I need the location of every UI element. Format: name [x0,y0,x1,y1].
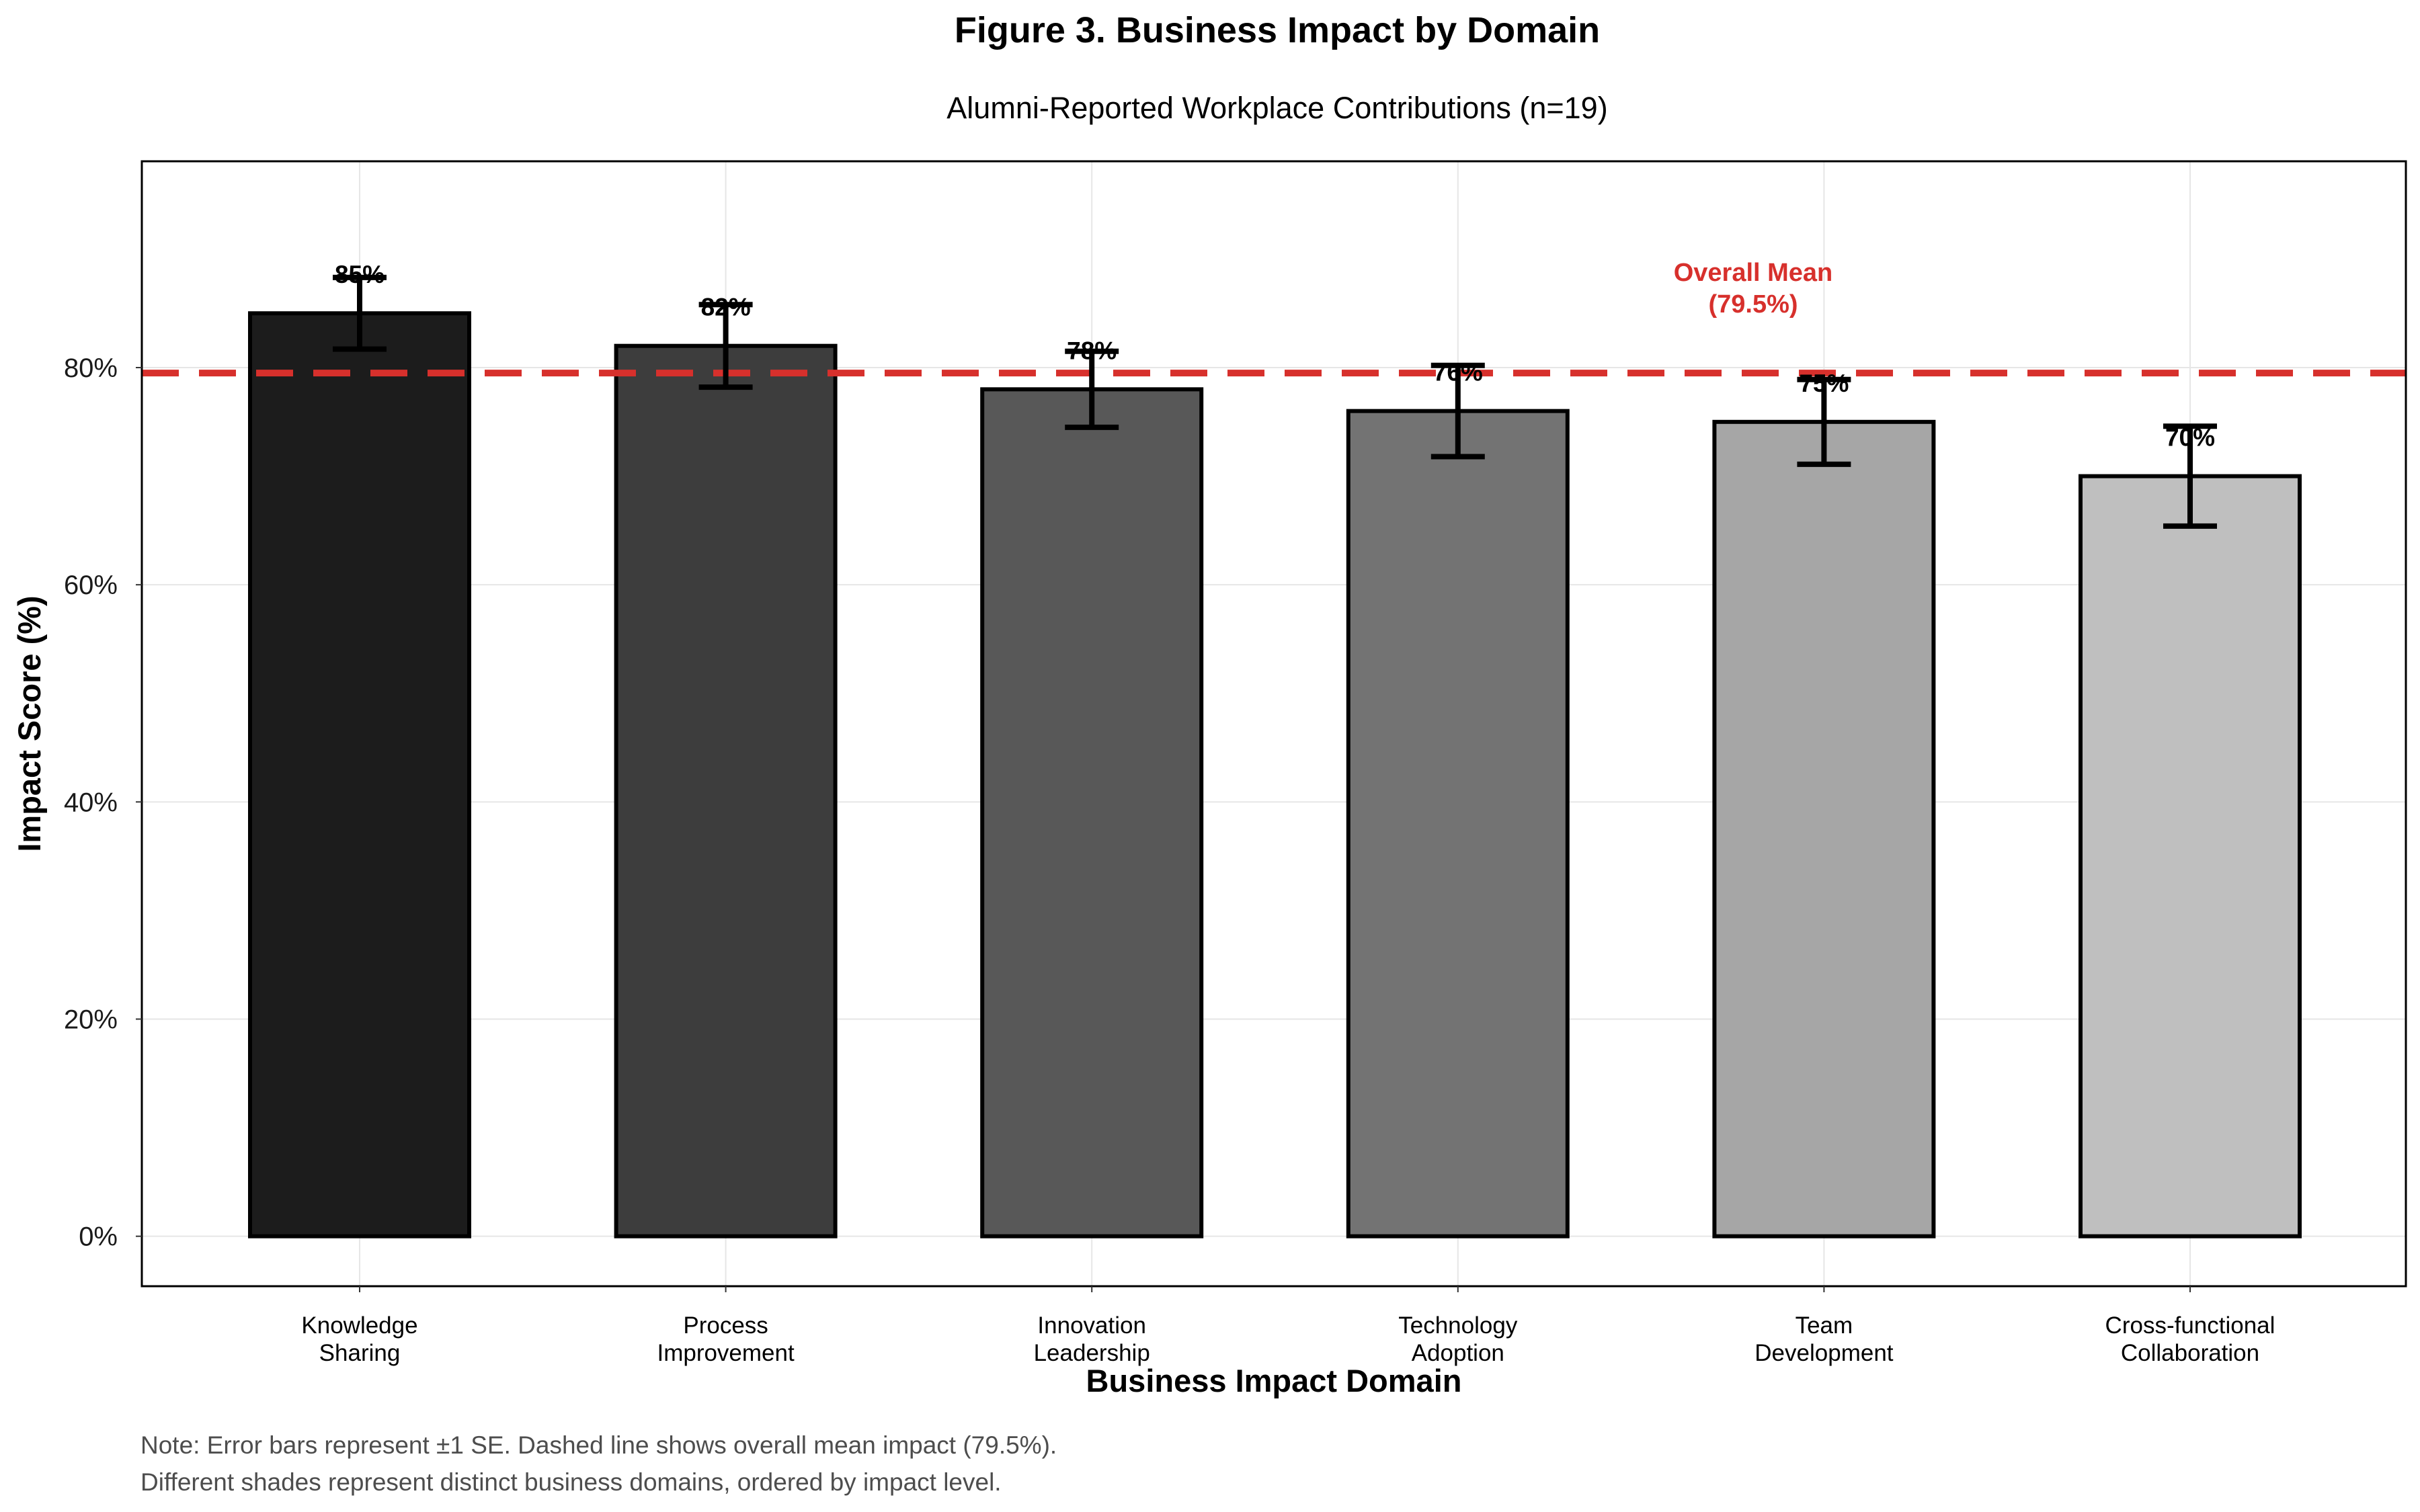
chart-subtitle: Alumni-Reported Workplace Contributions … [946,91,1607,125]
value-label: 75% [1799,370,1849,397]
x-tick-label: Process Improvement [657,1312,795,1366]
x-tick-label: Cross-functional Collaboration [2105,1312,2275,1366]
bar [248,311,471,1238]
error-bar [1797,376,1851,467]
y-axis-ticks: 0% 20% 40% 60% 80% [64,353,142,1252]
value-label: 82% [701,294,751,321]
error-bar [1430,362,1485,460]
mean-label: Overall Mean (79.5%) [1674,259,1833,319]
x-tick-label: Technology Adoption [1398,1312,1518,1366]
value-label: 76% [1433,359,1483,386]
x-axis-ticks: Knowledge Sharing Process Improvement Innova… [301,1286,2275,1366]
note-line-2: Different shades represent distinct busi… [140,1468,1002,1496]
error-bar [1065,348,1119,430]
x-tick-label: Team Development [1755,1312,1893,1366]
y-tick-label: 40% [64,788,118,817]
x-tick-label: Knowledge Sharing [301,1312,417,1366]
error-bar [2163,423,2217,529]
y-axis-title: Impact Score (%) [11,595,47,851]
bars [248,311,2302,1238]
y-tick-label: 0% [79,1222,118,1252]
mean-line-group: Overall Mean (79.5%) [142,259,2406,377]
value-label: 78% [1067,337,1117,364]
bar [2079,474,2302,1238]
error-bars [333,274,2217,529]
error-bar [333,274,387,352]
bar [980,387,1204,1238]
bar [1346,409,1570,1238]
x-tick-label: Innovation Leadership [1034,1312,1150,1366]
y-tick-label: 20% [64,1005,118,1035]
x-axis-title: Business Impact Domain [1086,1363,1462,1398]
value-labels: 85% 82% 78% 76% 75% 70% [335,261,2215,451]
error-bar [698,302,753,390]
value-label: 85% [335,261,385,288]
bar [1712,419,1936,1238]
value-label: 70% [2165,424,2215,452]
chart-title: Figure 3. Business Impact by Domain [955,10,1600,50]
y-tick-label: 60% [64,571,118,600]
bar [614,343,838,1238]
y-tick-label: 80% [64,353,118,383]
gridlines [142,161,2406,1286]
note-line-1: Note: Error bars represent ±1 SE. Dashed… [140,1431,1057,1459]
plot-frame [140,160,2407,1288]
